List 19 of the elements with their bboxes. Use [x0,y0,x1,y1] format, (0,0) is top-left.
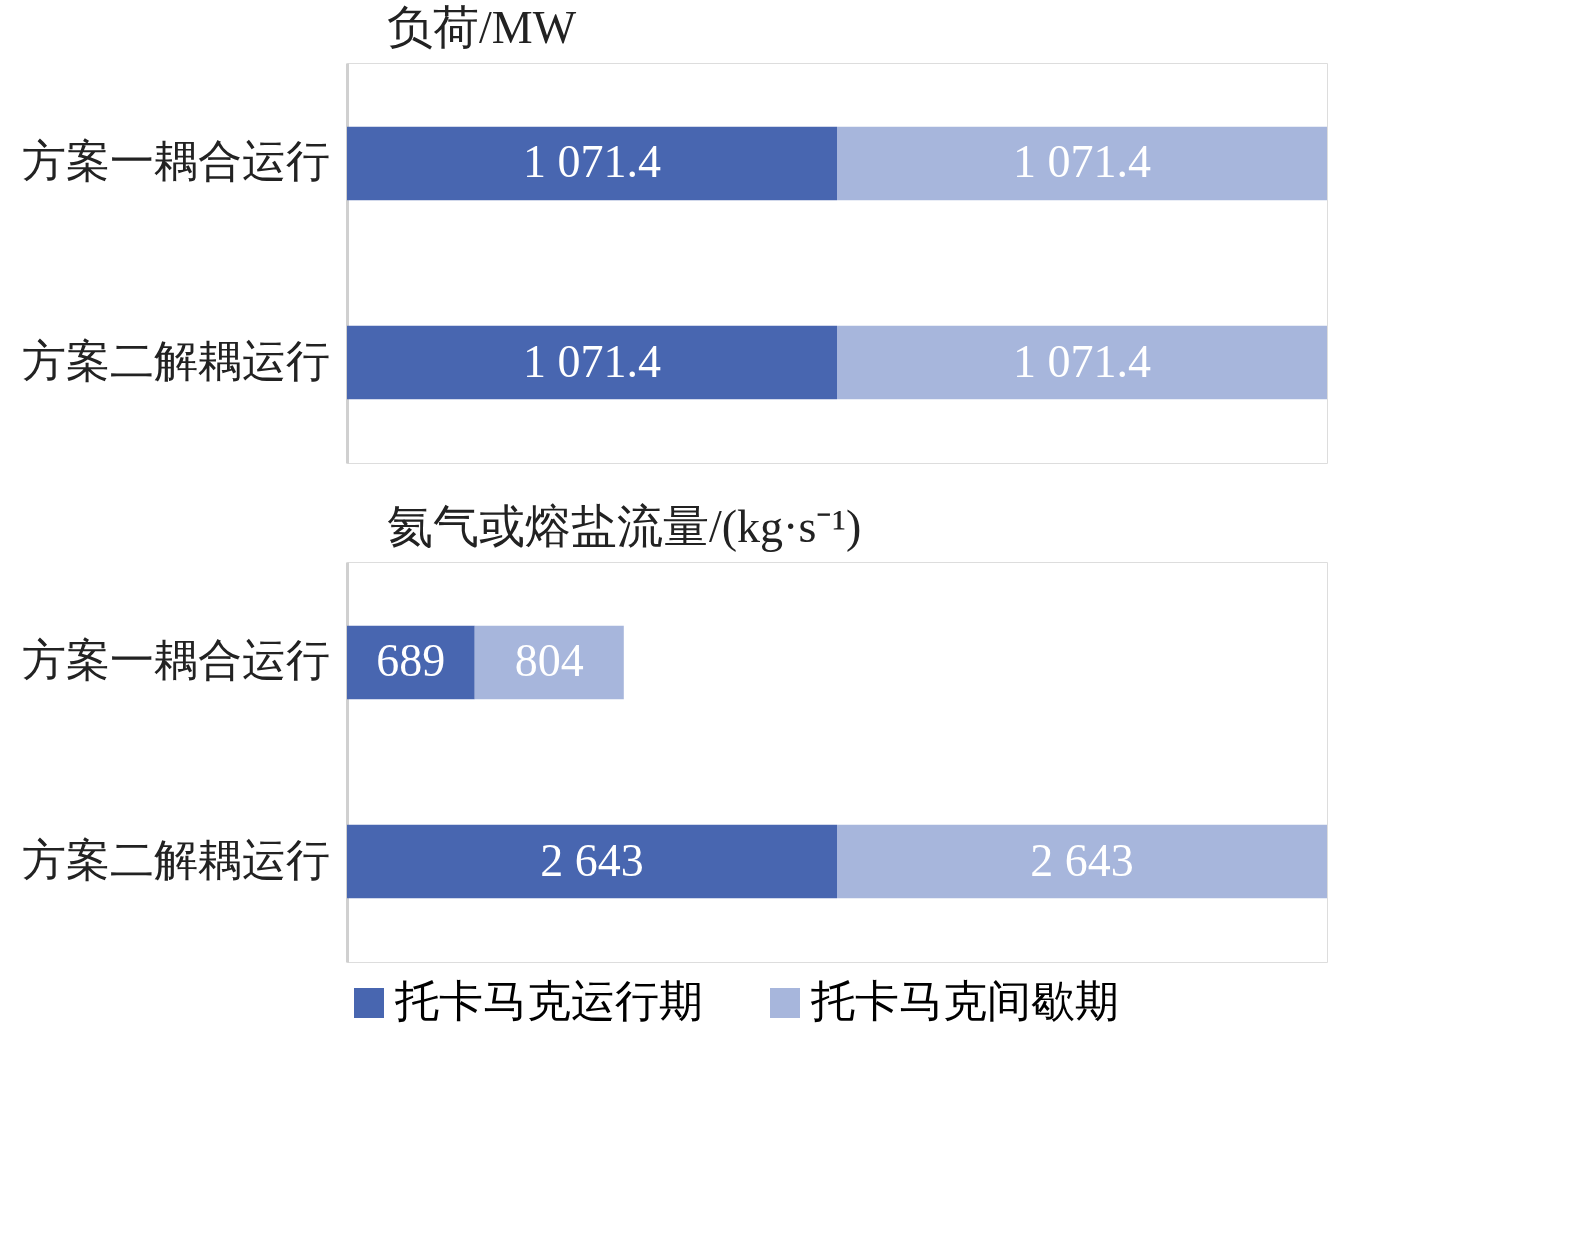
data-label: 804 [514,635,584,687]
y-tick-label: 方案一耦合运行 [21,636,330,686]
y-tick-label: 方案二解耦运行 [21,835,330,885]
data-label: 1 071.4 [1013,335,1151,387]
data-label: 1 071.4 [523,136,661,188]
bar [474,625,624,700]
data-label: 1 071.4 [523,335,661,387]
data-label: 689 [376,635,446,687]
y-tick-label: 方案二解耦运行 [21,336,330,386]
data-label: 1 071.4 [1013,136,1151,188]
chart-title: 氦气或熔盐流量/(kg·s⁻¹) [387,501,862,552]
bar [837,824,1327,899]
bar [347,824,837,899]
y-tick-label: 方案一耦合运行 [21,137,330,187]
legend-label: 托卡马克间歇期 [810,977,1119,1026]
legend-label: 托卡马克运行期 [394,977,703,1026]
data-label: 2 643 [540,834,644,886]
chart-title: 负荷/MW [387,2,577,53]
data-label: 2 643 [1030,834,1134,886]
